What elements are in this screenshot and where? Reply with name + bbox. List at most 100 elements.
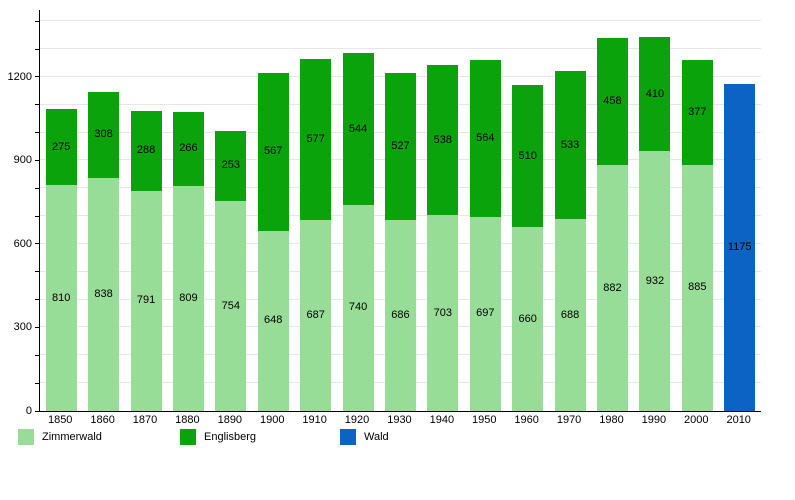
legend-item-wald: Wald: [340, 429, 389, 445]
bar-value-label: 648: [264, 314, 283, 327]
bar-segment-englisberg-1890: 253: [215, 130, 247, 202]
bar-slot-1860: 308 838: [82, 10, 124, 411]
stacked-bar-1990: 410 932: [639, 10, 671, 411]
bar-slot-2000: 377 885: [676, 10, 718, 411]
y-axis-tick: [35, 410, 40, 412]
bar-segment-englisberg-1870: 288: [130, 110, 162, 191]
bar-slot-1890: 253 754: [210, 10, 252, 411]
bar-value-label: 533: [560, 138, 580, 151]
bar-value-label: 838: [94, 287, 113, 300]
bar-slot-1910: 577 687: [294, 10, 336, 411]
legend-label-wald: Wald: [364, 431, 389, 443]
y-axis-tick: [35, 20, 40, 22]
bar-segment-zimmerwald-1960: 660: [512, 227, 544, 411]
stacked-bar-1850: 275 810: [45, 10, 77, 411]
bar-segment-zimmerwald-1980: 882: [596, 165, 628, 411]
bar-segment-zimmerwald-1920: 740: [342, 204, 374, 411]
legend-item-englisberg: Englisberg: [180, 429, 256, 445]
y-axis-tick-label: 600: [13, 237, 32, 250]
bar-segment-zimmerwald-1890: 754: [215, 201, 247, 411]
y-axis-tick: [35, 104, 40, 106]
bar-segment-englisberg-1990: 410: [639, 37, 671, 152]
legend-label-englisberg: Englisberg: [204, 431, 256, 443]
gridline: [40, 20, 761, 22]
y-axis-tick: [35, 354, 40, 356]
bar-slot-1940: 538 703: [422, 10, 464, 411]
stacked-bar-1910: 577 687: [300, 10, 332, 411]
bar-value-label: 885: [688, 281, 707, 294]
stacked-bar-1860: 308 838: [88, 10, 120, 411]
bar-segment-zimmerwald-1990: 932: [639, 151, 671, 411]
bar-value-label: 527: [391, 140, 410, 153]
bar-segment-englisberg-1850: 275: [45, 108, 77, 186]
stacked-bar-1940: 538 703: [427, 10, 459, 411]
wald-swatch-icon: [340, 429, 356, 445]
y-axis-tick: [35, 243, 40, 245]
stacked-bar-1920: 544 740: [342, 10, 374, 411]
y-axis-tick-label: 300: [13, 321, 32, 334]
y-axis-tick: [35, 382, 40, 384]
bar-slot-1960: 510 660: [506, 10, 548, 411]
bar-slot-1980: 458 882: [591, 10, 633, 411]
bar-value-label: 577: [306, 132, 325, 145]
bar-value-label: 932: [645, 274, 665, 287]
bar-segment-zimmerwald-1850: 810: [45, 185, 77, 411]
bar-segment-englisberg-2000: 377: [681, 59, 713, 165]
bar-value-label: 564: [476, 131, 495, 144]
bar-segment-zimmerwald-1880: 809: [172, 185, 204, 411]
y-axis-tick: [35, 187, 40, 189]
bar-value-label: 308: [94, 128, 113, 141]
y-axis-tick: [35, 299, 40, 301]
stacked-bar-1980: 458 882: [596, 10, 628, 411]
bar-slot-1870: 288 791: [125, 10, 167, 411]
bar-segment-zimmerwald-1910: 687: [300, 219, 332, 411]
bar-value-label: 288: [136, 144, 156, 157]
bar-value-label: 791: [136, 294, 156, 307]
bar-segment-englisberg-1910: 577: [300, 59, 332, 220]
x-axis-tick-label: 1970: [556, 414, 582, 426]
stacked-bar-1870: 288 791: [130, 10, 162, 411]
bar-segment-zimmerwald-1930: 686: [384, 219, 416, 411]
bar-segment-englisberg-1970: 533: [554, 71, 586, 220]
x-axis-tick-label: 1950: [472, 414, 497, 426]
bar-value-label: 810: [52, 291, 71, 304]
stacked-bar-1890: 253 754: [215, 10, 247, 411]
bar-segment-englisberg-1980: 458: [596, 37, 628, 166]
y-axis-tick: [35, 271, 40, 273]
x-axis-tick-label: 1870: [132, 414, 158, 426]
legend: Zimmerwald Englisberg Wald: [0, 429, 795, 447]
bar-segment-zimmerwald-1860: 838: [88, 177, 120, 411]
bar-segment-zimmerwald-1970: 688: [554, 219, 586, 411]
y-axis-tick: [35, 132, 40, 134]
bars-group: 275 810 308 838 288 791 266 809 253 754 567 648 577 6…: [40, 10, 761, 411]
bar-value-label: 697: [476, 307, 495, 320]
bar-slot-1850: 275 810: [40, 10, 82, 411]
stacked-bar-1880: 266 809: [172, 10, 204, 411]
gridline: [40, 48, 761, 49]
stacked-bar-1900: 567 648: [257, 10, 289, 411]
bar-segment-wald-2010: 1175: [724, 83, 756, 411]
bar-slot-1880: 266 809: [167, 10, 209, 411]
bar-value-label: 754: [221, 299, 240, 312]
bar-value-label: 740: [348, 301, 368, 314]
x-axis-tick-label: 1910: [302, 414, 327, 426]
stacked-bar-1970: 533 688: [554, 10, 586, 411]
bar-value-label: 253: [221, 159, 240, 172]
x-axis-tick-label: 1890: [217, 414, 243, 426]
y-axis-tick: [35, 326, 40, 328]
stacked-bar-2010: 1175: [724, 10, 756, 411]
stacked-bar-1950: 564 697: [469, 10, 501, 411]
bar-segment-englisberg-1860: 308: [88, 91, 120, 178]
zimmerwald-swatch-icon: [18, 429, 34, 445]
x-axis-tick-label: 2000: [684, 414, 709, 426]
bar-segment-zimmerwald-1950: 697: [469, 216, 501, 411]
bar-value-label: 660: [518, 312, 537, 325]
bar-segment-englisberg-1900: 567: [257, 72, 289, 231]
bar-segment-englisberg-1950: 564: [469, 59, 501, 217]
stacked-bar-1960: 510 660: [512, 10, 544, 411]
bar-value-label: 458: [603, 95, 622, 108]
bar-value-label: 688: [560, 308, 580, 321]
bar-value-label: 703: [433, 306, 453, 319]
bar-value-label: 567: [264, 145, 283, 158]
